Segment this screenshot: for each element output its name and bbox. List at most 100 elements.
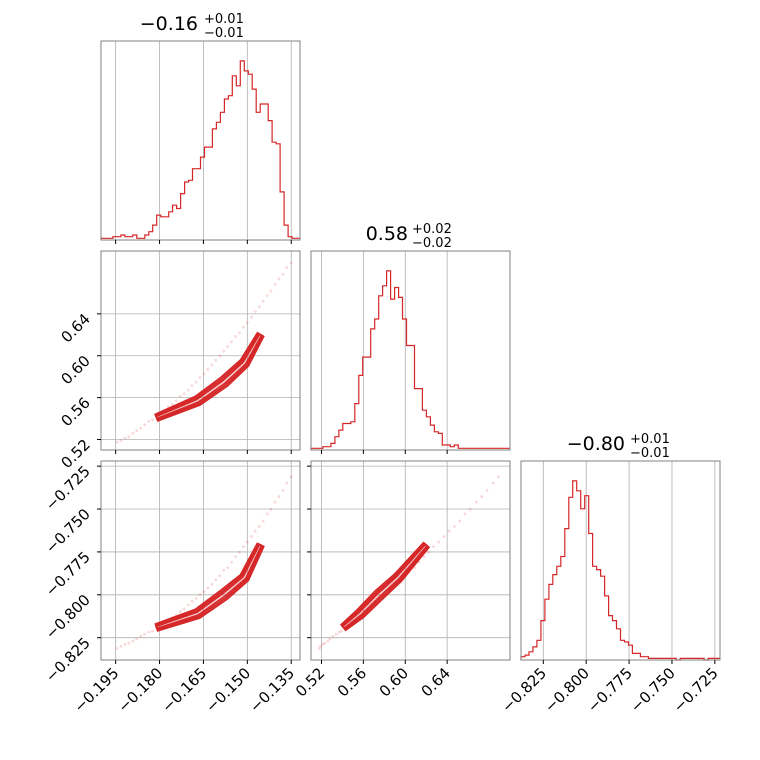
scatter-point-r2-c0-34 [250, 535, 253, 538]
contour-r2-c0-level-2 [154, 542, 265, 632]
scatter-point-r1-c0-27 [222, 349, 226, 353]
scatter-point-r2-c0-6 [139, 634, 143, 638]
scatter-point-r2-c1-9 [339, 629, 343, 633]
histogram-param-2 [310, 270, 510, 450]
scatter-point-r2-c1-2 [321, 642, 324, 646]
title-param-1-plus: +0.01 [204, 12, 244, 27]
panel-frame-r2-c0 [100, 460, 301, 661]
scatter-point-r1-c0-25 [214, 358, 218, 362]
ytick-label-param-3-1: −0.800 [42, 591, 94, 643]
contour-r2-c0-level-0 [155, 543, 263, 630]
xtick-label-param-3-1: −0.800 [541, 664, 593, 716]
xtick-label-param-1-0: −0.195 [70, 664, 122, 716]
scatter-point-r1-c0-44 [289, 261, 293, 265]
title-param-3-minus: −0.01 [630, 446, 670, 461]
scatter-point-r1-c0-35 [253, 310, 257, 313]
scatter-point-r1-c0-33 [245, 321, 249, 325]
scatter-point-r1-c0-7 [143, 423, 147, 427]
xtick-label-param-3-2: −0.775 [584, 664, 636, 716]
scatter-point-r1-c0-42 [281, 272, 285, 276]
title-param-3: −0.80 [567, 433, 625, 455]
scatter-point-r2-c1-32 [432, 545, 435, 548]
scatter-point-r2-c1-35 [447, 529, 451, 533]
xtick-label-param-2-2: 0.60 [376, 664, 412, 700]
scatter-point-r1-c0-28 [226, 345, 230, 348]
scatter-point-r2-c1-43 [491, 481, 495, 485]
scatter-point-r2-c0-33 [245, 540, 249, 544]
scatter-point-r2-c1-1 [319, 644, 322, 648]
scatter-point-r2-c0-2 [123, 642, 127, 646]
scatter-point-r1-c0-34 [250, 315, 253, 319]
scatter-point-r2-c0-30 [234, 555, 238, 559]
scatter-point-r2-c0-29 [230, 560, 233, 564]
scatter-point-r1-c0-14 [171, 402, 174, 406]
scatter-point-r2-c0-19 [190, 599, 194, 603]
scatter-point-r2-c0-42 [281, 488, 285, 492]
scatter-point-r1-c0-38 [265, 294, 269, 298]
scatter-point-r2-c1-39 [468, 507, 472, 511]
scatter-point-r2-c0-26 [218, 574, 222, 578]
scatter-point-r2-c1-37 [458, 519, 462, 523]
scatter-point-r2-c0-22 [202, 590, 206, 594]
contour-r2-c1-level-0 [341, 543, 429, 630]
title-param-2-minus: −0.02 [412, 236, 452, 251]
scatter-point-r2-c0-1 [119, 644, 123, 648]
scatter-point-r2-c1-7 [334, 632, 338, 636]
xtick-label-param-1-3: −0.150 [202, 664, 254, 716]
histogram-param-1 [100, 60, 300, 240]
scatter-point-r2-c0-0 [115, 647, 119, 650]
xtick-label-param-1-1: −0.180 [114, 664, 166, 716]
scatter-point-r2-c0-23 [206, 586, 210, 590]
ytick-label-param-3-3: −0.750 [42, 505, 94, 557]
scatter-point-r2-c1-6 [331, 634, 335, 638]
scatter-point-r2-c0-4 [131, 639, 135, 643]
scatter-point-r2-c0-31 [238, 550, 241, 554]
scatter-point-r2-c0-35 [253, 529, 257, 533]
scatter-point-r1-c0-40 [273, 283, 277, 286]
contour-r1-c0-level-2 [154, 331, 265, 422]
scatter-point-r2-c0-38 [265, 512, 269, 516]
ytick-label-param-3-0: −0.825 [42, 634, 94, 686]
ytick-label-param-3-2: −0.775 [42, 548, 94, 600]
scatter-point-r2-c0-5 [135, 637, 139, 641]
panel-frame-r1-c0 [100, 250, 301, 451]
scatter-point-r2-c0-39 [269, 507, 273, 511]
scatter-point-r2-c0-24 [210, 582, 214, 586]
scatter-point-r1-c0-19 [190, 384, 194, 388]
contour-r2-c1-level-2 [339, 541, 431, 632]
contour-layer [154, 331, 431, 632]
scatter-point-r2-c0-21 [198, 593, 202, 597]
title-param-1: −0.16 [140, 13, 198, 35]
panel-frame-r2-c2 [520, 460, 721, 661]
scatter-point-r2-c0-40 [273, 500, 277, 504]
ytick-label-param-2-3: 0.64 [57, 310, 93, 346]
scatter-point-r1-c0-9 [151, 418, 154, 422]
scatter-point-r2-c1-3 [323, 641, 327, 645]
scatter-point-r2-c1-0 [317, 647, 321, 650]
title-param-3-plus: +0.01 [630, 432, 670, 447]
scatter-point-r2-c0-43 [285, 481, 289, 485]
scatter-point-r1-c0-39 [269, 289, 273, 293]
frame-layer [100, 40, 721, 661]
scatter-point-r1-c0-37 [261, 299, 265, 303]
scatter-point-r1-c0-8 [147, 419, 151, 423]
scatter-point-r2-c1-8 [337, 630, 341, 634]
scatter-point-r2-c1-30 [422, 555, 426, 559]
scatter-point-r2-c0-16 [178, 610, 182, 614]
xtick-label-param-3-4: −0.725 [670, 664, 722, 716]
title-param-1-minus: −0.01 [204, 26, 244, 41]
scatter-point-r2-c1-34 [442, 535, 446, 538]
scatter-point-r2-c1-31 [426, 550, 430, 554]
scatter-point-r2-c0-7 [143, 632, 147, 636]
scatter-point-r2-c1-38 [463, 512, 467, 516]
scatter-point-r1-c0-41 [277, 277, 281, 281]
xtick-label-param-2-0: 0.52 [292, 664, 328, 700]
xtick-label-param-2-3: 0.64 [418, 664, 454, 700]
scatter-point-r2-c0-32 [242, 545, 245, 548]
panel-frame-r0-c0 [100, 40, 301, 241]
scatter-point-r2-c1-36 [453, 525, 456, 528]
scatter-point-r2-c1-44 [497, 475, 500, 479]
scatter-point-r2-c0-25 [214, 578, 218, 582]
scatter-point-r1-c0-18 [186, 388, 190, 392]
scatter-point-r2-c0-20 [194, 597, 198, 600]
